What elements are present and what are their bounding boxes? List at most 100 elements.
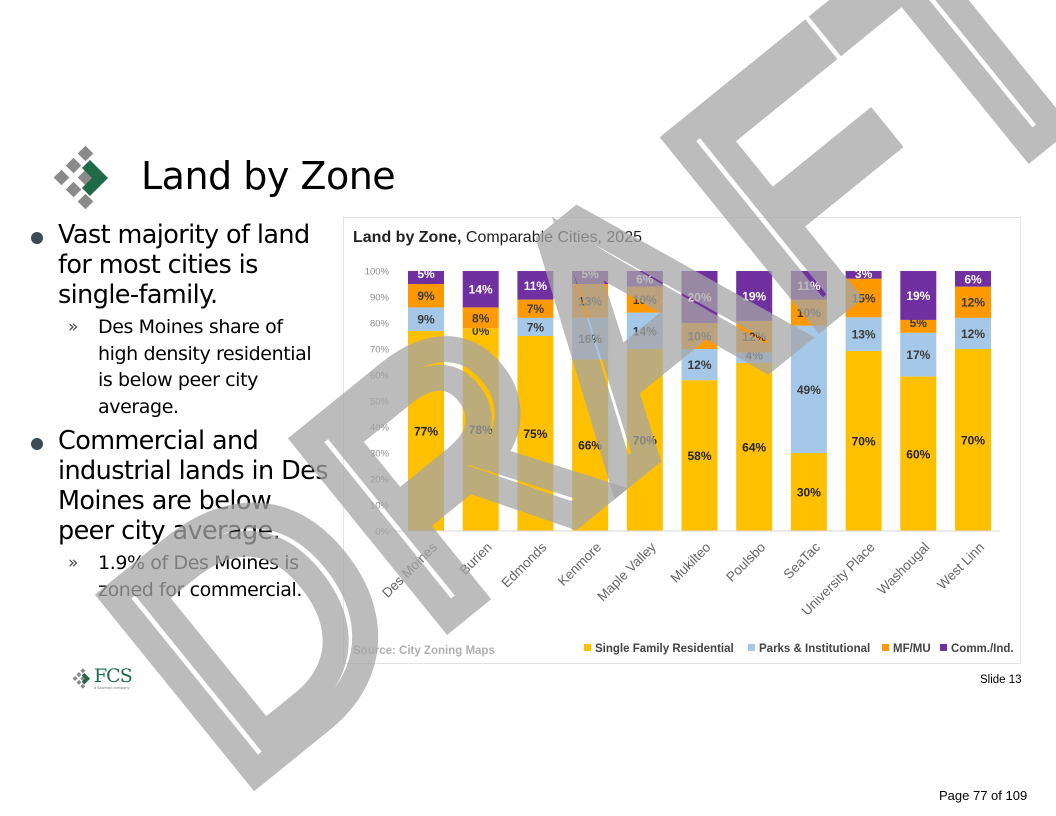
bar-segment-sfr	[408, 330, 444, 531]
data-label: 9%	[417, 289, 435, 303]
data-label: 20%	[687, 291, 711, 305]
bar-segment-comm	[736, 271, 773, 321]
bar-segment-comm	[572, 271, 609, 284]
data-label: 75%	[523, 427, 547, 441]
bar-segment-sfr	[681, 380, 718, 531]
data-label: 5%	[417, 267, 435, 281]
legend-swatch-sfr	[584, 644, 591, 651]
bar-segment-comm	[408, 271, 444, 284]
data-label: 12%	[961, 296, 985, 310]
bar-segment-parks	[572, 317, 609, 360]
y-tick-label: 20%	[370, 475, 390, 486]
y-tick-label: 30%	[370, 449, 390, 460]
legend-label: MF/MU	[893, 643, 931, 655]
x-tick-label: Poulsbo	[723, 540, 768, 585]
bar-segment-parks	[736, 352, 773, 363]
bars: 77%9%9%5%78%0%8%14%75%7%7%11%66%16%13%5%…	[408, 267, 991, 531]
data-label: 15%	[852, 292, 876, 306]
bar-segment-parks	[845, 317, 882, 351]
bar-segment-mfmu	[572, 284, 609, 318]
chart-title: Land by Zone, Comparable Cities, 2025	[353, 229, 642, 247]
bar-segment-parks	[900, 332, 937, 377]
x-tick-label: West Linn	[934, 540, 987, 593]
data-label: 11%	[524, 279, 548, 293]
bar-segment-parks	[790, 325, 827, 453]
y-tick-label: 80%	[370, 319, 390, 330]
data-label: 78%	[469, 423, 493, 437]
sub-bullet-item: » Des Moines share of high density resid…	[28, 314, 328, 420]
bar-segment-sfr	[955, 349, 991, 531]
sub-bullet-item: » 1.9% of Des Moines is zoned for commer…	[28, 550, 328, 603]
x-tick-label: Washougal	[874, 540, 932, 598]
chart-title-rest: Comparable Cities, 2025	[461, 229, 642, 246]
slide-number: Slide 13	[980, 674, 1022, 686]
y-tick-label: 0%	[375, 527, 389, 538]
data-label: 70%	[633, 434, 657, 448]
bar-segment-sfr	[900, 376, 937, 531]
data-label: 17%	[906, 348, 930, 362]
bar-segment-sfr	[462, 328, 499, 531]
bar-segment-mfmu	[681, 323, 718, 349]
x-tick-label: Des Moines	[379, 539, 440, 600]
fcs-logo-subtext: a Bowman company	[94, 686, 130, 690]
page-number: Page 77 of 109	[939, 788, 1028, 803]
data-label: 66%	[578, 439, 602, 453]
data-label: 7%	[527, 320, 545, 334]
y-axis-ticks: 0% 10% 20% 30% 40% 50% 60% 70% 80% 90% 100%	[365, 267, 390, 538]
bar-segment-mfmu	[408, 284, 444, 308]
legend-label: Comm./Ind.	[951, 643, 1014, 655]
bar-segment-mfmu	[955, 286, 991, 318]
data-label: 70%	[961, 434, 985, 448]
bar-segment-parks	[408, 307, 444, 331]
legend-label: Single Family Residential	[595, 643, 734, 655]
y-tick-label: 40%	[370, 423, 390, 434]
data-label: 12%	[742, 330, 766, 344]
x-tick-label: Mukilteo	[667, 540, 713, 586]
fcs-logo-text: FCS	[94, 665, 133, 687]
bar-segment-mfmu	[626, 286, 663, 313]
bar-segment-sfr	[790, 453, 827, 531]
bar-segment-comm	[845, 271, 882, 279]
bullet-item: Vast majority of land for most cities is…	[28, 220, 328, 310]
bullet-list: Vast majority of land for most cities is…	[28, 220, 328, 609]
fcs-footer-logo: FCS a Bowman company	[72, 665, 142, 694]
bar-segment-comm	[790, 271, 827, 300]
data-label: 64%	[742, 440, 766, 454]
bar-segment-comm	[681, 271, 718, 323]
data-label: 10%	[797, 306, 821, 320]
bar-segment-comm	[955, 271, 991, 287]
chart-source: Source: City Zoning Maps	[353, 645, 495, 657]
page-title: Land by Zone	[141, 154, 396, 198]
y-tick-label: 50%	[370, 397, 390, 408]
bar-segment-parks	[626, 312, 663, 349]
bar-segment-comm	[900, 271, 937, 320]
bullet-dot-icon	[31, 232, 43, 244]
bullet-text: Vast majority of land for most cities is…	[58, 220, 310, 310]
legend-label: Parks & Institutional	[759, 643, 870, 655]
bar-segment-mfmu	[900, 319, 937, 333]
sub-bullet-text: Des Moines share of high density residen…	[98, 316, 312, 418]
data-label: 7%	[527, 302, 545, 316]
data-label: 19%	[906, 289, 930, 303]
data-label: 16%	[578, 332, 602, 346]
y-tick-label: 100%	[365, 267, 390, 278]
chevron-right-icon: »	[68, 553, 79, 573]
data-label: 49%	[797, 383, 821, 397]
bar-segment-parks	[681, 349, 718, 381]
bar-segment-mfmu	[517, 299, 554, 318]
data-label: 13%	[852, 328, 876, 342]
bar-segment-sfr	[517, 336, 554, 531]
bar-segment-mfmu	[736, 320, 773, 353]
data-label: 5%	[581, 267, 599, 281]
data-label: 58%	[687, 449, 711, 463]
bullet-item: Commercial and industrial lands in Des M…	[28, 426, 328, 546]
fcs-diamond-logo-icon	[53, 146, 108, 210]
bar-segment-comm	[517, 271, 554, 300]
fcs-small-diamond-icon	[72, 668, 91, 689]
data-label: 19%	[742, 289, 766, 303]
data-label: 77%	[414, 424, 438, 438]
data-label: 13%	[578, 294, 602, 308]
data-label: 6%	[964, 272, 982, 286]
